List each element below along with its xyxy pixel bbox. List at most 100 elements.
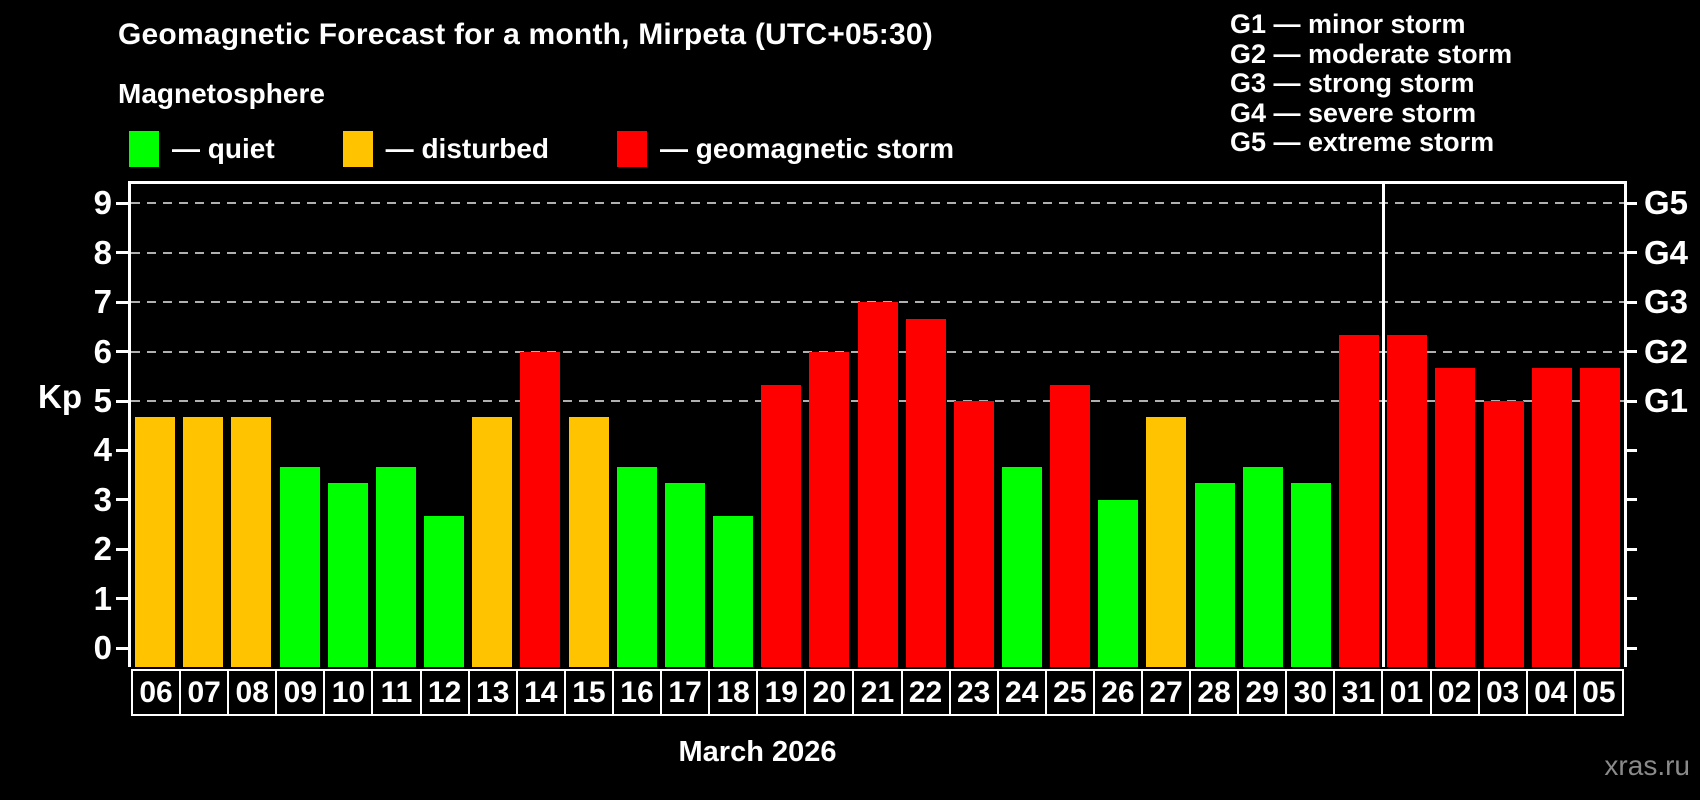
kp-bar-day-06 [135, 417, 176, 667]
storm-color-swatch [617, 131, 648, 167]
right-axis-label-G2: G2 [1644, 332, 1689, 370]
legend-label-storm: — geomagnetic storm [660, 133, 955, 164]
kp-bar-day-13 [472, 417, 513, 667]
left-tick-1 [116, 597, 128, 601]
left-tick-label-8: 8 [93, 233, 112, 271]
kp-bar-day-27 [1146, 417, 1187, 667]
kp-bar-day-22 [905, 318, 946, 667]
quiet-color-swatch [129, 131, 159, 167]
disturbed-color-swatch [342, 131, 373, 167]
month-boundary-line [1381, 184, 1385, 667]
day-label-03: 03 [1477, 669, 1528, 716]
day-label-31: 31 [1333, 669, 1384, 716]
g-storm-scale-legend: G1 — minor storm G2 — moderate storm G3 — … [1230, 9, 1513, 158]
left-tick-2 [116, 547, 128, 551]
plot-area [128, 181, 1627, 667]
day-label-22: 22 [900, 669, 951, 716]
day-label-17: 17 [660, 669, 711, 716]
day-label-06: 06 [131, 669, 182, 716]
kp-bar-day-04 [1531, 367, 1572, 667]
day-label-25: 25 [1044, 669, 1095, 716]
day-label-18: 18 [708, 669, 759, 716]
kp-bar-day-20 [809, 351, 850, 667]
day-label-08: 08 [227, 669, 278, 716]
gridline-kp9 [131, 202, 1624, 205]
left-tick-label-9: 9 [93, 184, 112, 222]
x-axis-day-labels: 06 07 08 09 10 11 12 13 14 15 16 17 18 19 20 21 22 23 24 25… [131, 669, 1624, 716]
left-tick-0 [116, 646, 128, 650]
day-label-15: 15 [563, 669, 614, 716]
day-label-29: 29 [1237, 669, 1288, 716]
kp-bar-day-30 [1290, 483, 1331, 667]
legend-item-disturbed: — disturbed [342, 131, 550, 167]
day-label-04: 04 [1525, 669, 1576, 716]
chart-title: Geomagnetic Forecast for a month, Mirpet… [118, 18, 933, 51]
right-tick-3 [1625, 498, 1637, 502]
left-tick-3 [116, 498, 128, 502]
right-tick-4 [1625, 448, 1637, 452]
day-label-05: 05 [1573, 669, 1624, 716]
day-label-02: 02 [1429, 669, 1480, 716]
day-label-21: 21 [852, 669, 903, 716]
day-label-26: 26 [1092, 669, 1143, 716]
month-label: March 2026 [678, 736, 837, 768]
day-label-16: 16 [611, 669, 663, 716]
left-tick-label-6: 6 [93, 332, 112, 370]
day-label-11: 11 [371, 669, 422, 716]
right-axis-label-G1: G1 [1644, 382, 1689, 419]
day-label-12: 12 [419, 669, 470, 716]
kp-bar-day-12 [424, 516, 465, 667]
kp-bar-day-02 [1435, 367, 1476, 667]
left-tick-label-2: 2 [93, 530, 112, 568]
left-tick-label-7: 7 [93, 283, 112, 321]
day-label-28: 28 [1189, 669, 1240, 716]
kp-bar-day-05 [1579, 367, 1620, 667]
left-tick-9 [116, 201, 128, 205]
kp-bar-day-25 [1050, 384, 1091, 667]
left-tick-6 [116, 350, 128, 354]
day-label-13: 13 [467, 669, 518, 716]
kp-bar-day-11 [375, 466, 416, 667]
kp-bar-day-03 [1483, 401, 1524, 667]
right-tick-9 [1625, 201, 1637, 205]
legend-label-quiet: — quiet [172, 133, 275, 164]
kp-bar-day-18 [713, 516, 754, 667]
legend-label-disturbed: — disturbed [385, 133, 550, 164]
day-label-30: 30 [1285, 669, 1336, 716]
g-legend-line-4: G4 — severe storm [1230, 97, 1477, 128]
day-label-10: 10 [323, 669, 374, 716]
right-axis-label-G5: G5 [1644, 184, 1689, 222]
day-label-27: 27 [1140, 669, 1192, 716]
legend-item-quiet: — quiet [129, 131, 275, 167]
y-axis-title: Kp [38, 378, 82, 415]
right-tick-6 [1625, 350, 1637, 354]
kp-bar-day-23 [953, 401, 994, 667]
kp-bar-day-14 [520, 351, 561, 667]
watermark: xras.ru [1604, 750, 1690, 781]
right-tick-2 [1625, 547, 1637, 551]
kp-bar-day-17 [664, 483, 705, 667]
kp-bar-day-09 [279, 466, 320, 667]
kp-bar-day-29 [1242, 466, 1283, 667]
right-tick-1 [1625, 597, 1637, 601]
day-label-09: 09 [275, 669, 326, 716]
kp-bar-day-26 [1098, 499, 1139, 667]
right-axis-label-G4: G4 [1644, 233, 1689, 271]
kp-bar-day-21 [857, 302, 898, 667]
left-tick-label-4: 4 [93, 431, 112, 469]
gridline-kp8 [131, 251, 1624, 254]
kp-bar-day-07 [183, 417, 224, 667]
kp-bar-day-08 [231, 417, 272, 667]
g-legend-line-3: G3 — strong storm [1230, 68, 1475, 99]
left-tick-5 [116, 399, 128, 403]
left-tick-4 [116, 448, 128, 452]
g-legend-line-5: G5 — extreme storm [1230, 127, 1495, 158]
g-legend-line-2: G2 — moderate storm [1230, 38, 1513, 69]
day-label-14: 14 [515, 669, 566, 716]
kp-color-legend: — quiet — disturbed — geomagnetic storm [129, 131, 1022, 167]
kp-bar-day-24 [1001, 466, 1042, 667]
right-tick-8 [1625, 251, 1637, 255]
kp-bar-day-31 [1339, 335, 1380, 667]
right-tick-0 [1625, 646, 1637, 650]
kp-bar-day-15 [568, 417, 609, 667]
